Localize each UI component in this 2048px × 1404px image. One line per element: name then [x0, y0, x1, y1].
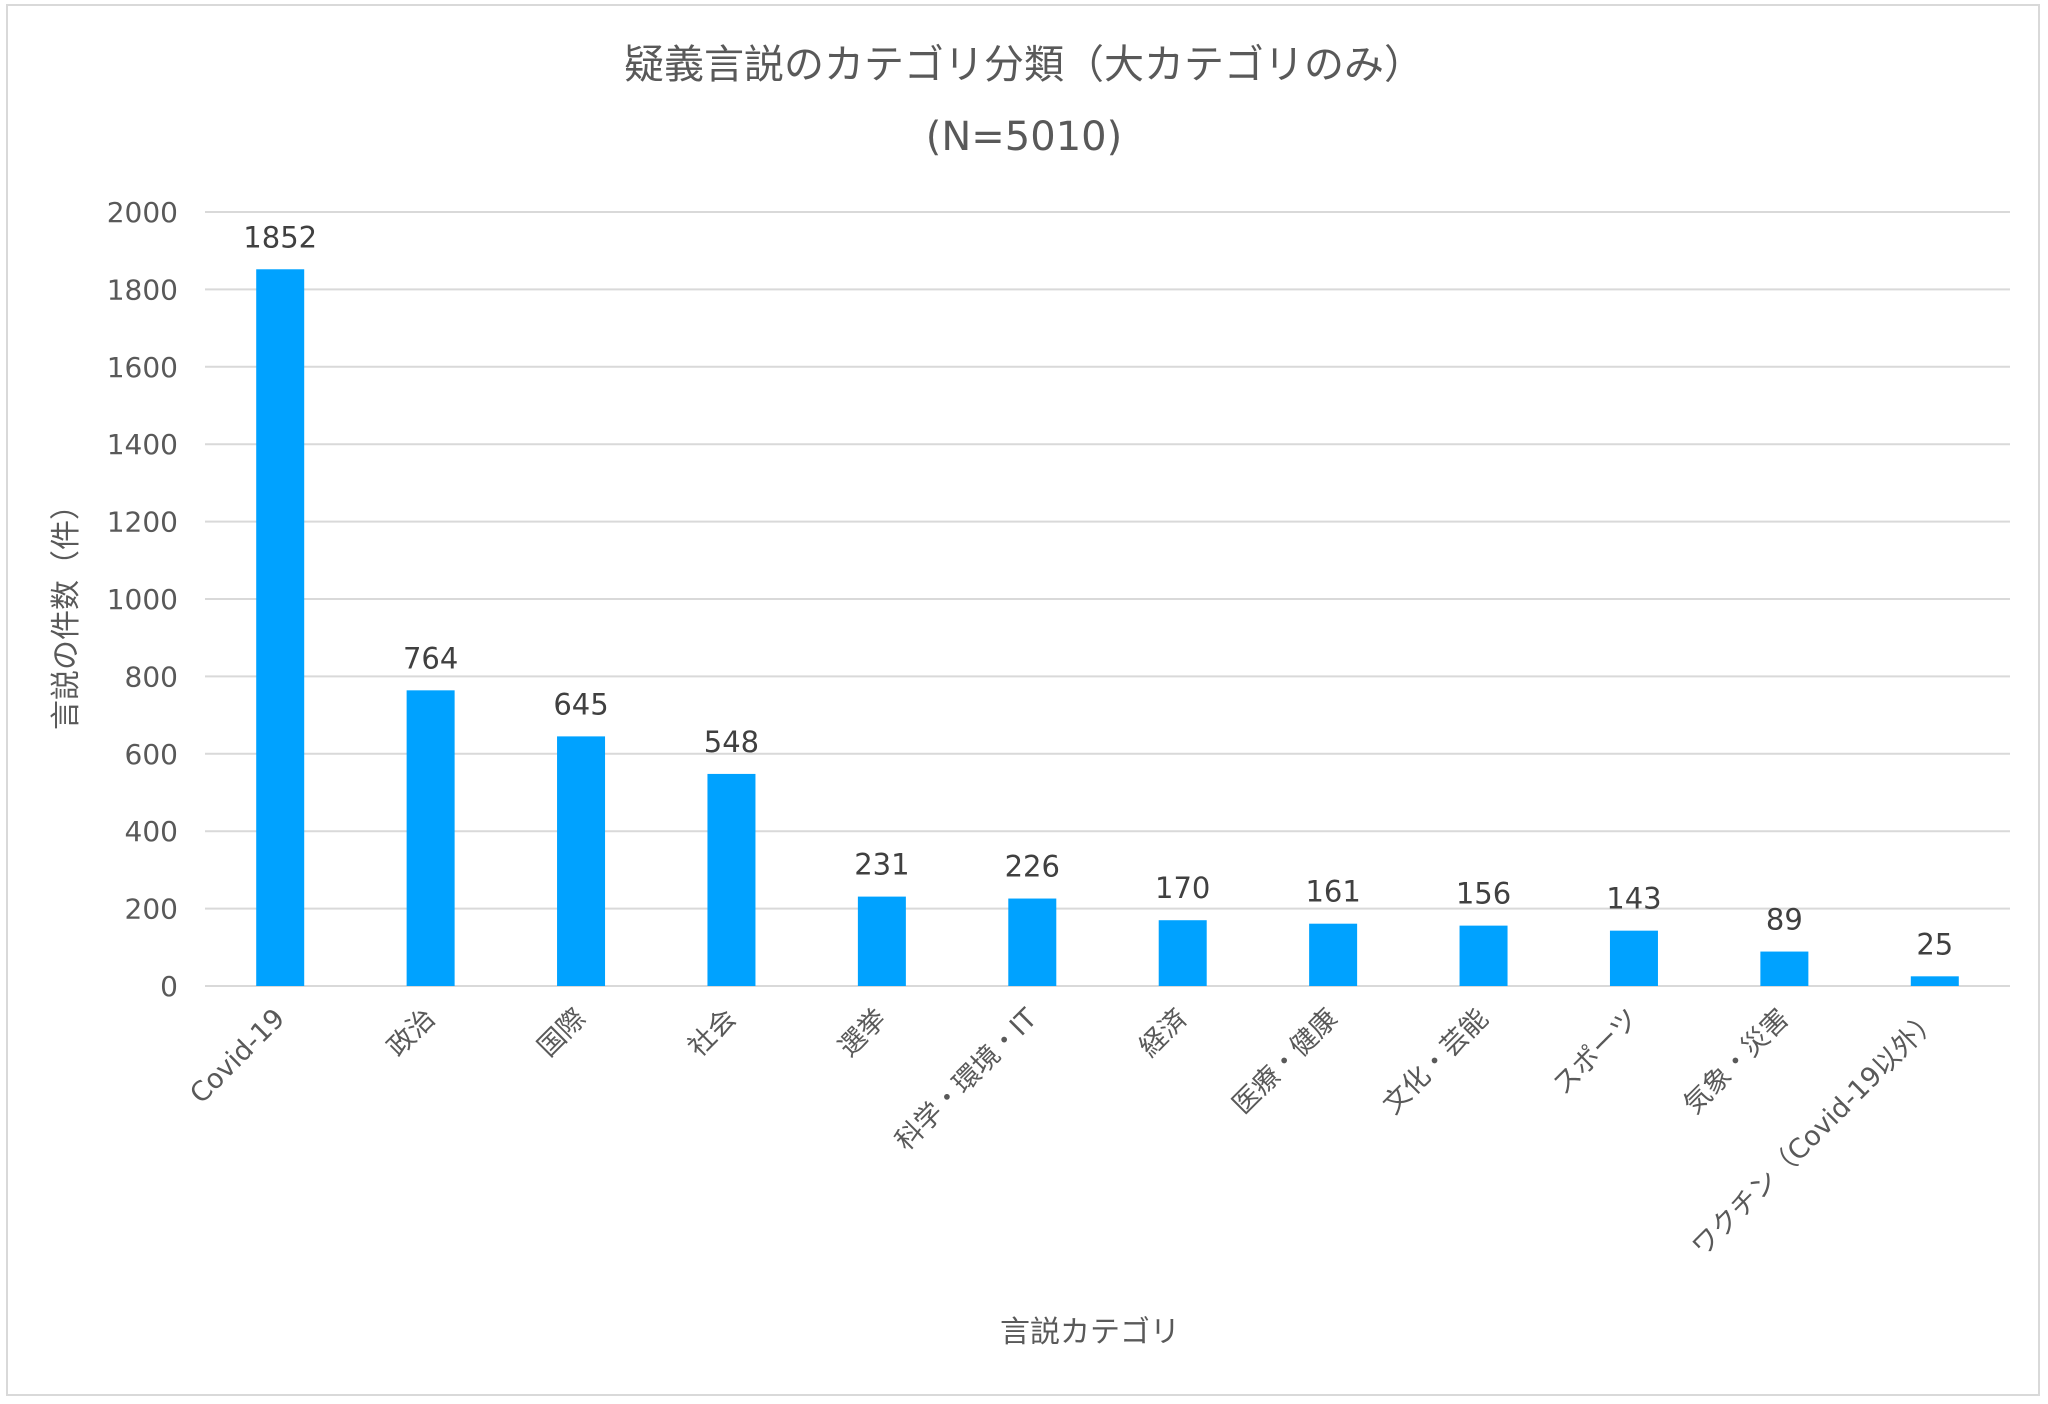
- bar: [256, 269, 305, 986]
- bar: [857, 896, 906, 986]
- chart-title: 疑義言説のカテゴリ分類（大カテゴリのみ）: [624, 42, 1424, 88]
- bar: [1008, 898, 1057, 986]
- data-label: 548: [704, 725, 759, 759]
- bar: [1158, 920, 1207, 986]
- x-category-label: 医療・健康: [1227, 1003, 1344, 1120]
- x-category-label: 科学・環境・IT: [889, 1003, 1043, 1157]
- x-category-label: 政治: [381, 1003, 441, 1063]
- chart-subtitle: (N=5010): [926, 114, 1122, 160]
- bars: [256, 269, 1959, 986]
- bar: [1910, 976, 1959, 986]
- y-tick-label: 600: [125, 738, 178, 771]
- bar: [1609, 930, 1658, 986]
- bar: [707, 773, 756, 986]
- y-tick-label: 1000: [107, 583, 178, 616]
- gridlines: [205, 211, 2010, 987]
- y-axis-ticks: 0 200 400 600 800 1000 1200 1400 1600 1800 2000: [107, 196, 178, 1003]
- data-label: 645: [553, 687, 608, 721]
- x-category-label: 文化・芸能: [1377, 1003, 1494, 1120]
- y-tick-label: 400: [125, 815, 178, 848]
- x-category-label: ワクチン（Covid-19以外）: [1686, 1003, 1946, 1263]
- x-category-label: 社会: [682, 1003, 742, 1063]
- data-label: 161: [1305, 875, 1360, 909]
- y-tick-label: 1800: [107, 273, 178, 306]
- data-label: 1852: [243, 220, 317, 254]
- y-tick-label: 1600: [107, 351, 178, 384]
- y-tick-label: 1400: [107, 428, 178, 461]
- x-axis-title: 言説カテゴリ: [1000, 1315, 1180, 1350]
- bar: [557, 736, 606, 986]
- x-category-label: スポーツ: [1547, 1003, 1645, 1101]
- data-label: 226: [1005, 850, 1060, 884]
- x-category-label: 選挙: [833, 1003, 893, 1063]
- y-tick-label: 200: [125, 893, 178, 926]
- y-tick-label: 800: [125, 660, 178, 693]
- x-category-label: 気象・災害: [1678, 1003, 1795, 1120]
- bar: [1309, 923, 1358, 986]
- data-label: 143: [1606, 882, 1661, 916]
- x-category-label: 経済: [1134, 1003, 1194, 1063]
- data-label: 231: [854, 848, 909, 882]
- data-label: 25: [1916, 927, 1953, 961]
- y-tick-label: 1200: [107, 506, 178, 539]
- bar: [1760, 951, 1809, 986]
- bar: [1459, 925, 1508, 986]
- x-category-label: Covid-19: [184, 1003, 291, 1110]
- data-label: 89: [1766, 903, 1803, 937]
- data-label: 156: [1456, 877, 1511, 911]
- chart-frame: [6, 4, 2040, 1396]
- y-tick-label: 0: [160, 970, 178, 1003]
- y-tick-label: 2000: [107, 196, 178, 229]
- bar: [406, 690, 455, 986]
- data-labels: 1852 764 645 548 231 226 170 161 156 143 89 25: [243, 220, 1953, 961]
- x-category-label: 国際: [532, 1003, 592, 1063]
- data-label: 170: [1155, 871, 1210, 905]
- data-label: 764: [403, 641, 458, 675]
- y-axis-title: 言説の件数（件）: [49, 490, 84, 730]
